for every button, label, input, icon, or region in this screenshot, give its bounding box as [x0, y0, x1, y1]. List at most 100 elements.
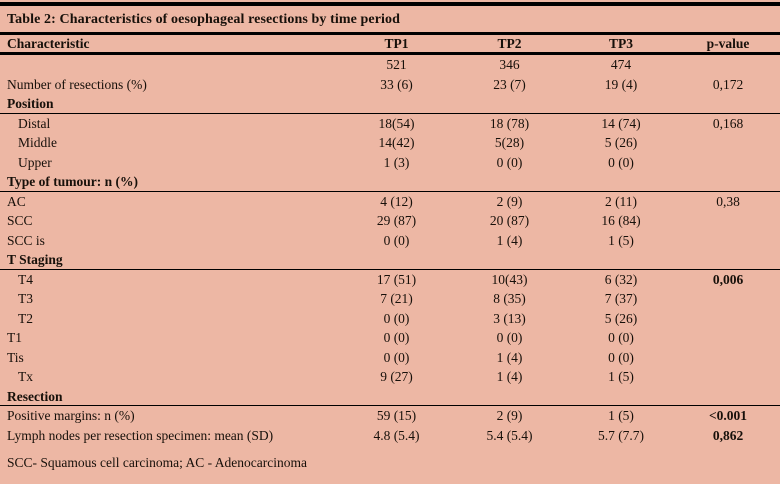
- tp1-value: 18(54): [378, 115, 415, 131]
- row-label: Lymph nodes per resection specimen: mean…: [7, 427, 274, 443]
- p-value: [676, 55, 780, 75]
- tp1-value: 1 (3): [383, 154, 410, 170]
- p-value: 0,862: [712, 427, 744, 443]
- row-label: T2: [18, 310, 33, 326]
- p-value: [676, 172, 780, 191]
- p-value: 0,172: [712, 76, 744, 92]
- table-row: Positive margins: n (%) 59 (15) 2 (9) 1 (5)…: [0, 406, 780, 426]
- table-row: SCC is 0 (0) 1 (4) 1 (5): [0, 231, 780, 251]
- tp1-value: [340, 387, 453, 406]
- table-body: 521 346 474 Number of resections (%) 33 (6) 2…: [0, 55, 780, 445]
- title-rule: [0, 32, 780, 35]
- tp1-value: [340, 250, 453, 269]
- tp2-value: 3 (13): [493, 310, 526, 326]
- tp1-value: 0 (0): [383, 330, 410, 345]
- p-value: 0,168: [712, 115, 744, 131]
- p-value: [676, 250, 780, 269]
- table-row: Number of resections (%) 33 (6) 23 (7) 19 (…: [0, 75, 780, 95]
- tp1-value: 17 (51): [376, 271, 417, 287]
- tp1-value: 521: [386, 57, 407, 72]
- tp3-value: 5 (26): [604, 135, 638, 150]
- tp2-value: 346: [499, 57, 520, 72]
- tp3-value: 6 (32): [604, 271, 638, 287]
- table-row: T1 0 (0) 0 (0) 0 (0): [0, 328, 780, 348]
- table-row: Tx 9 (27) 1 (4) 1 (5): [0, 367, 780, 387]
- tp2-value: 0 (0): [496, 330, 523, 345]
- p-value: [676, 309, 780, 329]
- row-label: SCC: [7, 213, 33, 228]
- tp1-value: 0 (0): [383, 310, 410, 326]
- table-row: SCC 29 (87) 20 (87) 16 (84): [0, 211, 780, 231]
- row-label: Positive margins: n (%): [7, 408, 135, 423]
- column-header-p-value: p-value: [706, 36, 750, 51]
- tp3-value: 1 (5): [608, 408, 634, 423]
- tp1-value: 59 (15): [376, 408, 417, 423]
- tp3-value: 1 (5): [608, 369, 634, 384]
- row-label: Middle: [18, 135, 57, 150]
- table-row: T3 7 (21) 8 (35) 7 (37): [0, 289, 780, 309]
- tp1-value: 7 (21): [380, 291, 413, 306]
- tp2-value: 5(28): [494, 135, 525, 150]
- tp1-value: 33 (6): [380, 76, 413, 92]
- table-row: T2 0 (0) 3 (13) 5 (26): [0, 309, 780, 329]
- table-row: AC 4 (12) 2 (9) 2 (11) 0,38: [0, 192, 780, 212]
- p-value: [676, 133, 780, 153]
- row-label: Upper: [18, 154, 52, 170]
- column-header-tp1: TP1: [384, 36, 409, 51]
- table-row: 521 346 474: [0, 55, 780, 75]
- row-label: Tx: [18, 369, 33, 384]
- tp2-value: 20 (87): [489, 213, 530, 228]
- section-header-row: T Staging: [0, 250, 780, 270]
- tp3-value: [566, 94, 676, 113]
- p-value: [676, 211, 780, 231]
- row-label: Number of resections (%): [7, 76, 147, 92]
- row-label: Tis: [7, 349, 24, 365]
- tp3-value: 2 (11): [604, 193, 638, 209]
- section-header-row: Resection: [0, 387, 780, 406]
- p-value: [676, 94, 780, 113]
- column-header-tp3: TP3: [608, 36, 633, 51]
- p-value: [676, 231, 780, 251]
- row-label: AC: [7, 193, 26, 209]
- tp2-value: 0 (0): [496, 154, 523, 170]
- row-label: Type of tumour: n (%): [7, 174, 138, 189]
- table-row: Distal 18(54) 18 (78) 14 (74) 0,168: [0, 114, 780, 134]
- p-value: [676, 367, 780, 387]
- tp2-value: 1 (4): [496, 369, 523, 384]
- table-row: Tis 0 (0) 1 (4) 0 (0): [0, 348, 780, 368]
- row-label: Resection: [7, 388, 63, 404]
- tp3-value: 19 (4): [604, 76, 638, 92]
- p-value: [676, 387, 780, 406]
- tp3-value: 1 (5): [608, 232, 634, 248]
- row-label: T3: [18, 291, 33, 306]
- tp1-value: [340, 172, 453, 191]
- table-header-row: Characteristic TP1 TP2 TP3 p-value: [0, 35, 780, 52]
- tp3-value: 14 (74): [601, 115, 641, 131]
- tp2-value: 18 (78): [489, 115, 530, 131]
- tp2-value: 23 (7): [493, 76, 526, 92]
- p-value: [676, 348, 780, 368]
- tp1-value: 4 (12): [380, 193, 413, 209]
- tp2-value: 10(43): [491, 271, 528, 287]
- row-label: T4: [18, 271, 33, 287]
- tp2-value: 5.4 (5.4): [486, 427, 533, 443]
- column-header-tp2: TP2: [497, 36, 522, 51]
- tp1-value: [340, 94, 453, 113]
- header-rule: [0, 52, 780, 55]
- tp3-value: 0 (0): [608, 330, 634, 345]
- tp1-value: 0 (0): [383, 232, 410, 248]
- tp1-value: 14(42): [378, 135, 415, 150]
- table-row: Middle 14(42) 5(28) 5 (26): [0, 133, 780, 153]
- tp2-value: [453, 172, 566, 191]
- p-value: 0,006: [712, 271, 744, 287]
- tp2-value: 2 (9): [496, 408, 523, 423]
- tp3-value: 0 (0): [608, 154, 634, 170]
- tp2-value: [453, 387, 566, 406]
- tp2-value: 8 (35): [493, 291, 526, 306]
- tp2-value: [453, 94, 566, 113]
- tp1-value: 29 (87): [376, 213, 417, 228]
- table-row: T4 17 (51) 10(43) 6 (32) 0,006: [0, 270, 780, 290]
- p-value: 0,38: [716, 193, 740, 209]
- tp3-value: 474: [610, 57, 632, 72]
